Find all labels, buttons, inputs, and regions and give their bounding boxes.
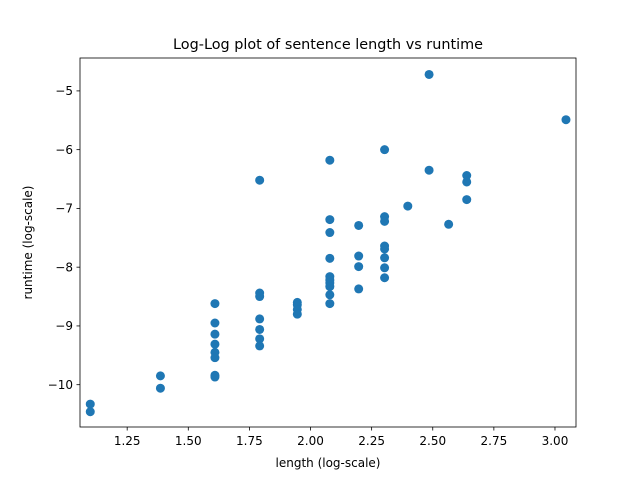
data-point-23 <box>292 309 302 319</box>
data-point-25 <box>325 215 335 225</box>
data-point-32 <box>325 290 335 300</box>
data-point-5 <box>210 299 220 309</box>
data-point-6 <box>210 318 220 328</box>
y-axis-label: runtime (log-scale) <box>21 186 35 300</box>
data-point-42 <box>380 244 390 254</box>
data-point-10 <box>210 353 220 363</box>
data-point-53 <box>561 115 571 125</box>
data-point-16 <box>255 314 265 324</box>
y-axis-ticks: −10 −9 −8 −7 −6 −5 <box>48 84 80 392</box>
data-point-48 <box>424 165 434 175</box>
data-point-47 <box>424 69 434 79</box>
data-point-44 <box>380 263 390 273</box>
x-tick-label: 2.25 <box>358 434 385 448</box>
data-point-46 <box>403 201 413 211</box>
data-point-2 <box>85 407 95 417</box>
x-axis-label: length (log-scale) <box>276 456 381 470</box>
data-point-38 <box>380 145 390 155</box>
chart-title: Log-Log plot of sentence length vs runti… <box>173 37 483 53</box>
data-point-19 <box>255 341 265 351</box>
data-point-34 <box>354 220 364 230</box>
x-tick-label: 2.50 <box>419 434 446 448</box>
data-point-37 <box>354 284 364 294</box>
data-points <box>85 69 571 417</box>
data-point-18 <box>255 334 265 344</box>
data-point-17 <box>255 324 265 334</box>
data-point-43 <box>380 253 390 263</box>
data-point-13 <box>255 175 265 185</box>
data-point-8 <box>210 339 220 349</box>
data-point-33 <box>325 299 335 309</box>
data-point-40 <box>380 216 390 226</box>
data-point-51 <box>462 177 472 187</box>
data-point-1 <box>85 399 95 409</box>
data-point-31 <box>325 282 335 292</box>
data-point-26 <box>325 228 335 238</box>
data-point-12 <box>210 372 220 382</box>
y-tick-label: −9 <box>55 319 73 333</box>
data-point-27 <box>325 253 335 263</box>
data-point-15 <box>255 292 265 302</box>
data-point-45 <box>380 273 390 283</box>
x-tick-label: 1.50 <box>175 434 202 448</box>
x-tick-label: 3.00 <box>542 434 569 448</box>
data-point-35 <box>354 251 364 261</box>
y-tick-label: −8 <box>55 260 73 274</box>
y-tick-label: −10 <box>48 378 73 392</box>
x-axis-ticks: 1.25 1.50 1.75 2.00 2.25 2.50 2.75 3.00 <box>114 427 569 448</box>
x-tick-label: 1.25 <box>114 434 141 448</box>
x-tick-label: 1.75 <box>236 434 263 448</box>
data-point-49 <box>444 219 454 229</box>
data-point-52 <box>462 195 472 205</box>
y-tick-label: −7 <box>55 202 73 216</box>
data-point-36 <box>354 262 364 272</box>
x-tick-label: 2.75 <box>481 434 508 448</box>
data-point-4 <box>155 383 165 393</box>
x-tick-label: 2.00 <box>297 434 324 448</box>
y-tick-label: −6 <box>55 143 73 157</box>
y-tick-label: −5 <box>55 84 73 98</box>
data-point-7 <box>210 329 220 339</box>
plot-frame <box>79 57 577 428</box>
data-point-24 <box>325 155 335 165</box>
data-point-50 <box>462 171 472 181</box>
data-point-3 <box>155 371 165 381</box>
